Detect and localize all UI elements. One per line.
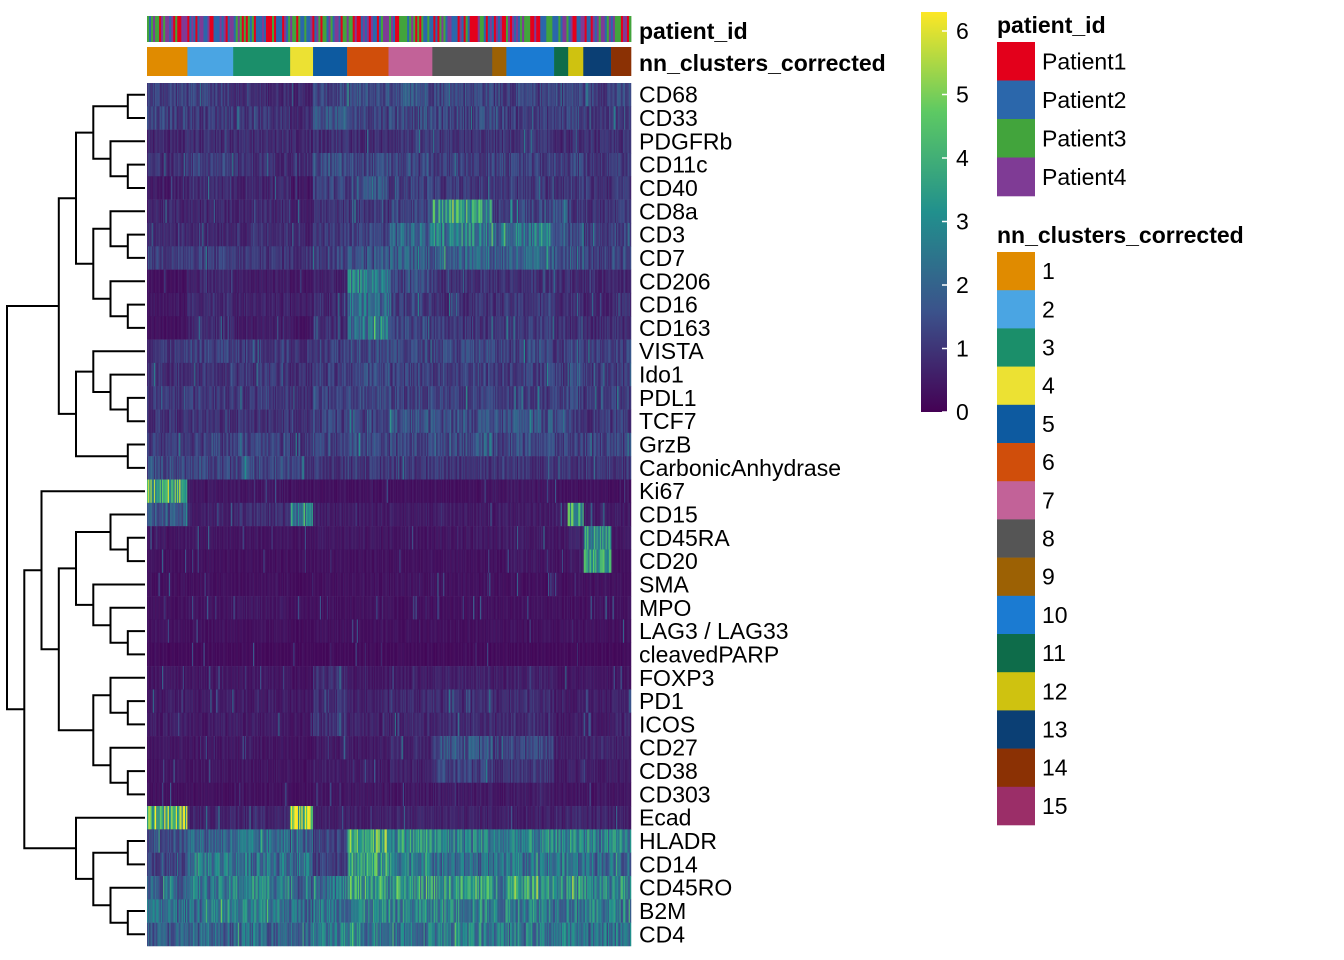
dendrogram-branch (76, 818, 145, 879)
heatmap-cell (630, 270, 631, 294)
cluster-annotation-segment-2 (187, 47, 233, 76)
patient-annotation-cell (629, 16, 631, 42)
cluster-annotation-segment-3 (233, 47, 290, 76)
cluster-annotation-segment-13 (583, 47, 611, 76)
heatmap-cell (630, 130, 631, 154)
row-dendrogram (7, 95, 145, 935)
dendrogram-branch (24, 570, 76, 848)
cluster-annotation-segment-6 (347, 47, 389, 76)
cluster-annotation-segment-5 (313, 47, 347, 76)
cluster-annotation-segment-9 (492, 47, 506, 76)
patient-id-annotation-bar (147, 16, 631, 42)
dendrogram-branch (128, 95, 145, 118)
heatmap-cell (630, 223, 631, 247)
cluster-annotation-segment-12 (568, 47, 583, 76)
dendrogram-branch (59, 198, 76, 414)
heatmap-cell (630, 316, 631, 340)
dendrogram-branch (128, 165, 145, 188)
dendrogram-branch (128, 841, 145, 864)
dendrogram-branch (128, 305, 145, 328)
heatmap-cell (630, 106, 631, 130)
cluster-annotation-segment-10 (506, 47, 554, 76)
dendrogram-branch (128, 235, 145, 258)
heatmap-cell (630, 246, 631, 270)
heatmap-cell (630, 176, 631, 200)
dendrogram-branch (128, 911, 145, 934)
cluster-annotation-segment-1 (147, 47, 188, 76)
dendrogram-branch (76, 133, 93, 264)
cluster-annotation-segment-4 (290, 47, 313, 76)
dendrogram-branch (128, 631, 145, 654)
heatmap-cell (630, 293, 631, 317)
cluster-annotation-bar (147, 47, 631, 76)
dendrogram-branch (128, 445, 145, 468)
dendrogram-branch (128, 538, 145, 561)
cluster-annotation-segment-11 (554, 47, 568, 76)
heatmap-figure: patient_id nn_clusters_corrected CD68CD3… (0, 0, 1344, 960)
heatmap-body (147, 83, 631, 946)
dendrogram-branch (93, 695, 110, 765)
dendrogram-branch (93, 585, 145, 626)
cluster-annotation-segment-14 (611, 47, 631, 76)
dendrogram-branch (76, 372, 128, 457)
heatmap-cell (630, 153, 631, 177)
dendrogram-branch (93, 351, 145, 392)
dendrogram-branch (128, 771, 145, 794)
heatmap-cell (630, 200, 631, 224)
dendrogram-branch (128, 398, 145, 421)
dendrogram-branch (93, 229, 110, 299)
cluster-annotation-segment-7 (389, 47, 433, 76)
dendrogram-branch (128, 701, 145, 724)
heatmap-cell (630, 83, 631, 107)
cluster-annotation-segment-8 (432, 47, 492, 76)
